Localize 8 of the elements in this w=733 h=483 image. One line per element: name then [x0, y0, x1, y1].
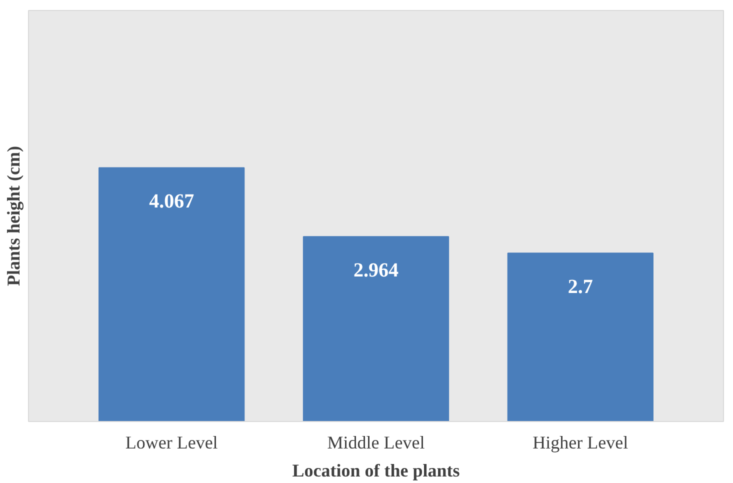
x-tick-label: Lower Level — [125, 432, 218, 452]
data-label: 4.067 — [149, 190, 194, 213]
data-label: 2.7 — [568, 276, 593, 298]
x-axis-title: Location of the plants — [292, 460, 460, 480]
data-label: 2.964 — [354, 259, 398, 282]
y-axis-title: Plants height (cm) — [4, 146, 24, 286]
x-tick-label: Higher Level — [532, 432, 628, 452]
x-tick-label: Middle Level — [327, 432, 425, 452]
